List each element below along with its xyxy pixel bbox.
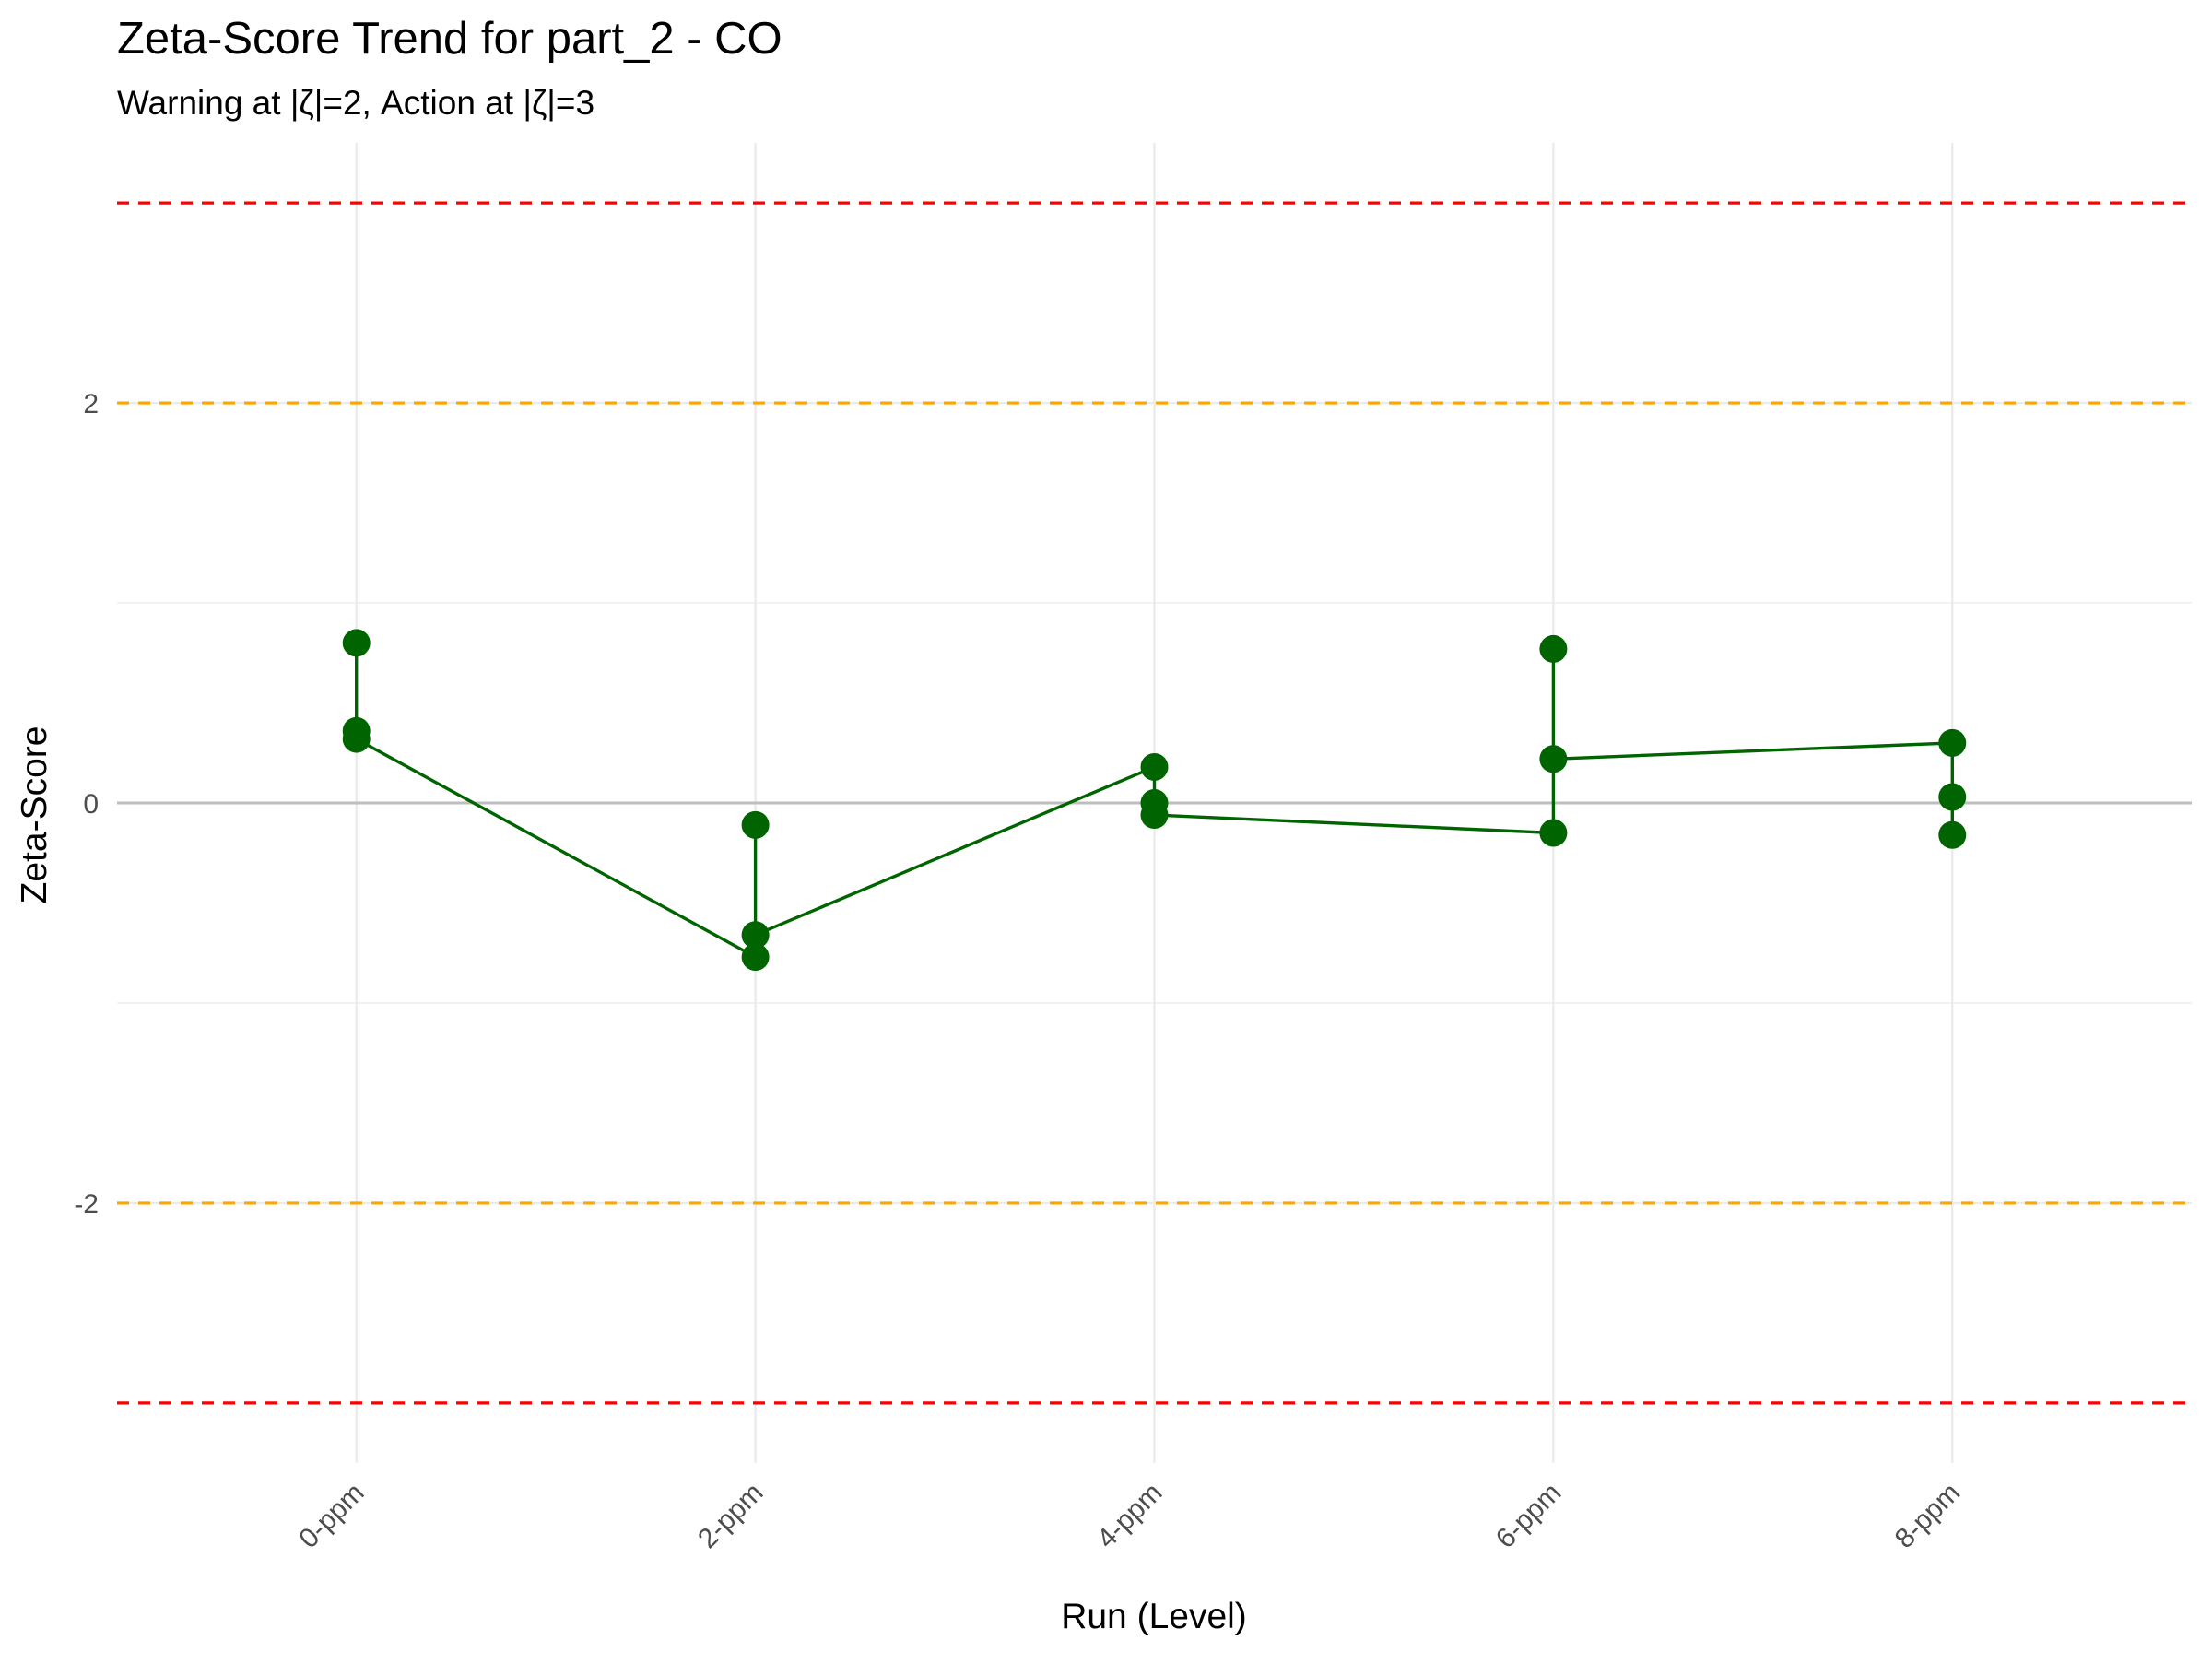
chart-subtitle: Warning at |ζ|=2, Action at |ζ|=3 [117,84,594,122]
x-axis-title: Run (Level) [1061,1597,1247,1636]
data-point [1539,819,1568,847]
data-point [741,810,770,839]
y-tick-label: -2 [74,1189,99,1220]
y-tick-label: 0 [83,789,99,820]
data-point [1539,745,1568,773]
y-axis-ticks: -2 0 2 [74,389,99,1220]
data-point [1140,801,1169,830]
data-points [342,629,1967,972]
x-tick-label: 6-ppm [1490,1478,1567,1554]
y-axis-title: Zeta-Score [15,726,54,904]
data-point [342,629,371,657]
data-point [1140,752,1169,781]
x-tick-label: 4-ppm [1091,1478,1168,1554]
data-point [1938,783,1967,811]
data-point [1938,820,1967,849]
data-point [1539,634,1568,663]
chart-title: Zeta-Score Trend for part_2 - CO [117,14,782,64]
x-axis-ticks: 0-ppm 2-ppm 4-ppm 6-ppm 8-ppm [293,1478,1966,1554]
data-point [342,725,371,753]
x-tick-label: 0-ppm [293,1478,370,1554]
data-point [1938,728,1967,757]
x-tick-label: 2-ppm [692,1478,769,1554]
data-point [741,921,770,950]
data-point [741,943,770,972]
y-tick-label: 2 [83,389,99,419]
x-tick-label: 8-ppm [1889,1478,1966,1554]
